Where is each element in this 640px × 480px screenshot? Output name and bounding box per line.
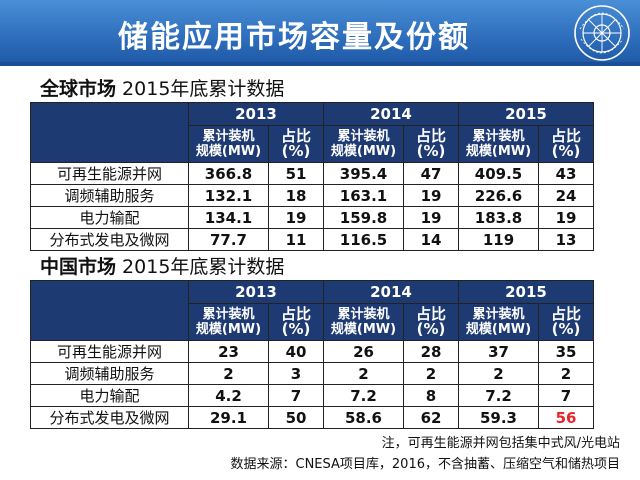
capacity-cell: 59.3 xyxy=(458,406,539,429)
capacity-cell: 183.8 xyxy=(458,206,539,229)
capacity-cell: 58.6 xyxy=(323,406,404,429)
capacity-cell: 7.2 xyxy=(323,384,404,407)
table-corner xyxy=(30,102,189,163)
share-cell: 2 xyxy=(538,362,594,385)
capacity-header: 累计装机 规模(MW) xyxy=(188,125,269,163)
global-table-body: 可再生能源并网 366.8 51 395.4 47 409.5 43 调频辅助服务 132.1 1… xyxy=(30,162,594,251)
footnote-line-1: 注，可再生能源并网包括集中式风/光电站 xyxy=(381,436,620,451)
china-title-rest: 2015年底累计数据 xyxy=(116,256,285,278)
share-header: 占比(%) xyxy=(268,125,324,163)
share-cell: 50 xyxy=(268,406,324,429)
capacity-cell: 134.1 xyxy=(188,206,269,229)
share-cell: 35 xyxy=(538,340,594,363)
share-cell: 14 xyxy=(403,228,459,251)
capacity-header: 累计装机 规模(MW) xyxy=(458,303,539,341)
share-header: 占比(%) xyxy=(403,125,459,163)
share-cell: 43 xyxy=(538,162,594,185)
share-header: 占比(%) xyxy=(268,303,324,341)
share-cell: 7 xyxy=(268,384,324,407)
year-header: 2014 xyxy=(323,102,459,126)
row-label: 分布式发电及微网 xyxy=(30,228,189,251)
year-header: 2013 xyxy=(188,280,324,304)
year-header: 2015 xyxy=(458,102,594,126)
share-cell: 18 xyxy=(268,184,324,207)
capacity-cell: 226.6 xyxy=(458,184,539,207)
capacity-header: 累计装机 规模(MW) xyxy=(323,303,404,341)
capacity-cell: 26 xyxy=(323,340,404,363)
capacity-cell: 2 xyxy=(323,362,404,385)
global-section-title: 全球市场 2015年底累计数据 xyxy=(40,74,284,101)
share-header: 占比(%) xyxy=(403,303,459,341)
capacity-cell: 395.4 xyxy=(323,162,404,185)
capacity-cell: 116.5 xyxy=(323,228,404,251)
year-header: 2013 xyxy=(188,102,324,126)
table-row: 调频辅助服务 2 3 2 2 2 2 xyxy=(30,362,594,385)
share-cell: 11 xyxy=(268,228,324,251)
share-cell: 19 xyxy=(268,206,324,229)
table-corner xyxy=(30,280,189,341)
table-row: 可再生能源并网 366.8 51 395.4 47 409.5 43 xyxy=(30,162,594,185)
row-label: 可再生能源并网 xyxy=(30,162,189,185)
share-cell: 47 xyxy=(403,162,459,185)
global-table: 2013 2014 2015 累计装机 规模(MW) 占比(%) 累计装机 规模(M… xyxy=(30,102,594,251)
table-row: 分布式发电及微网 77.7 11 116.5 14 119 13 xyxy=(30,228,594,251)
title-banner: 储能应用市场容量及份额 xyxy=(0,0,640,66)
capacity-cell: 77.7 xyxy=(188,228,269,251)
global-title-bold: 全球市场 xyxy=(40,78,117,100)
capacity-cell: 4.2 xyxy=(188,384,269,407)
year-header: 2014 xyxy=(323,280,459,304)
share-header: 占比(%) xyxy=(538,125,594,163)
share-cell: 13 xyxy=(538,228,594,251)
share-header: 占比(%) xyxy=(538,303,594,341)
capacity-cell: 7.2 xyxy=(458,384,539,407)
capacity-header: 累计装机 规模(MW) xyxy=(188,303,269,341)
share-cell: 8 xyxy=(403,384,459,407)
share-cell: 56 xyxy=(538,406,594,429)
share-cell: 40 xyxy=(268,340,324,363)
capacity-cell: 2 xyxy=(458,362,539,385)
page-title: 储能应用市场容量及份额 xyxy=(118,20,470,55)
row-label: 电力输配 xyxy=(30,384,189,407)
row-label: 可再生能源并网 xyxy=(30,340,189,363)
china-title-bold: 中国市场 xyxy=(40,256,117,278)
table-row: 电力输配 134.1 19 159.8 19 183.8 19 xyxy=(30,206,594,229)
capacity-cell: 119 xyxy=(458,228,539,251)
row-label: 调频辅助服务 xyxy=(30,184,189,207)
capacity-cell: 2 xyxy=(188,362,269,385)
share-cell: 24 xyxy=(538,184,594,207)
china-table: 2013 2014 2015 累计装机 规模(MW) 占比(%) 累计装机 规模(M… xyxy=(30,280,594,429)
share-cell: 62 xyxy=(403,406,459,429)
row-label: 分布式发电及微网 xyxy=(30,406,189,429)
share-cell: 19 xyxy=(538,206,594,229)
capacity-cell: 159.8 xyxy=(323,206,404,229)
capacity-cell: 29.1 xyxy=(188,406,269,429)
row-label: 电力输配 xyxy=(30,206,189,229)
table-row: 可再生能源并网 23 40 26 28 37 35 xyxy=(30,340,594,363)
capacity-cell: 23 xyxy=(188,340,269,363)
global-title-rest: 2015年底累计数据 xyxy=(116,78,285,100)
capacity-cell: 37 xyxy=(458,340,539,363)
footnote-line-2: 数据来源：CNESA项目库，2016，不含抽蓄、压缩空气和储热项目 xyxy=(230,457,621,472)
share-cell: 19 xyxy=(403,184,459,207)
table-row: 调频辅助服务 132.1 18 163.1 19 226.6 24 xyxy=(30,184,594,207)
capacity-cell: 163.1 xyxy=(323,184,404,207)
share-cell: 28 xyxy=(403,340,459,363)
china-table-body: 可再生能源并网 23 40 26 28 37 35 调频辅助服务 2 3 2 2 2 2 电力输配 4.2 7 7… xyxy=(30,340,594,429)
table-row: 电力输配 4.2 7 7.2 8 7.2 7 xyxy=(30,384,594,407)
china-section-title: 中国市场 2015年底累计数据 xyxy=(40,252,284,279)
capacity-cell: 366.8 xyxy=(188,162,269,185)
capacity-header: 累计装机 规模(MW) xyxy=(458,125,539,163)
capacity-cell: 409.5 xyxy=(458,162,539,185)
share-cell: 51 xyxy=(268,162,324,185)
table-row: 分布式发电及微网 29.1 50 58.6 62 59.3 56 xyxy=(30,406,594,429)
row-label: 调频辅助服务 xyxy=(30,362,189,385)
share-cell: 7 xyxy=(538,384,594,407)
year-header: 2015 xyxy=(458,280,594,304)
capacity-header: 累计装机 规模(MW) xyxy=(323,125,404,163)
share-cell: 19 xyxy=(403,206,459,229)
share-cell: 2 xyxy=(403,362,459,385)
capacity-cell: 132.1 xyxy=(188,184,269,207)
academy-seal-icon xyxy=(574,5,630,61)
share-cell: 3 xyxy=(268,362,324,385)
